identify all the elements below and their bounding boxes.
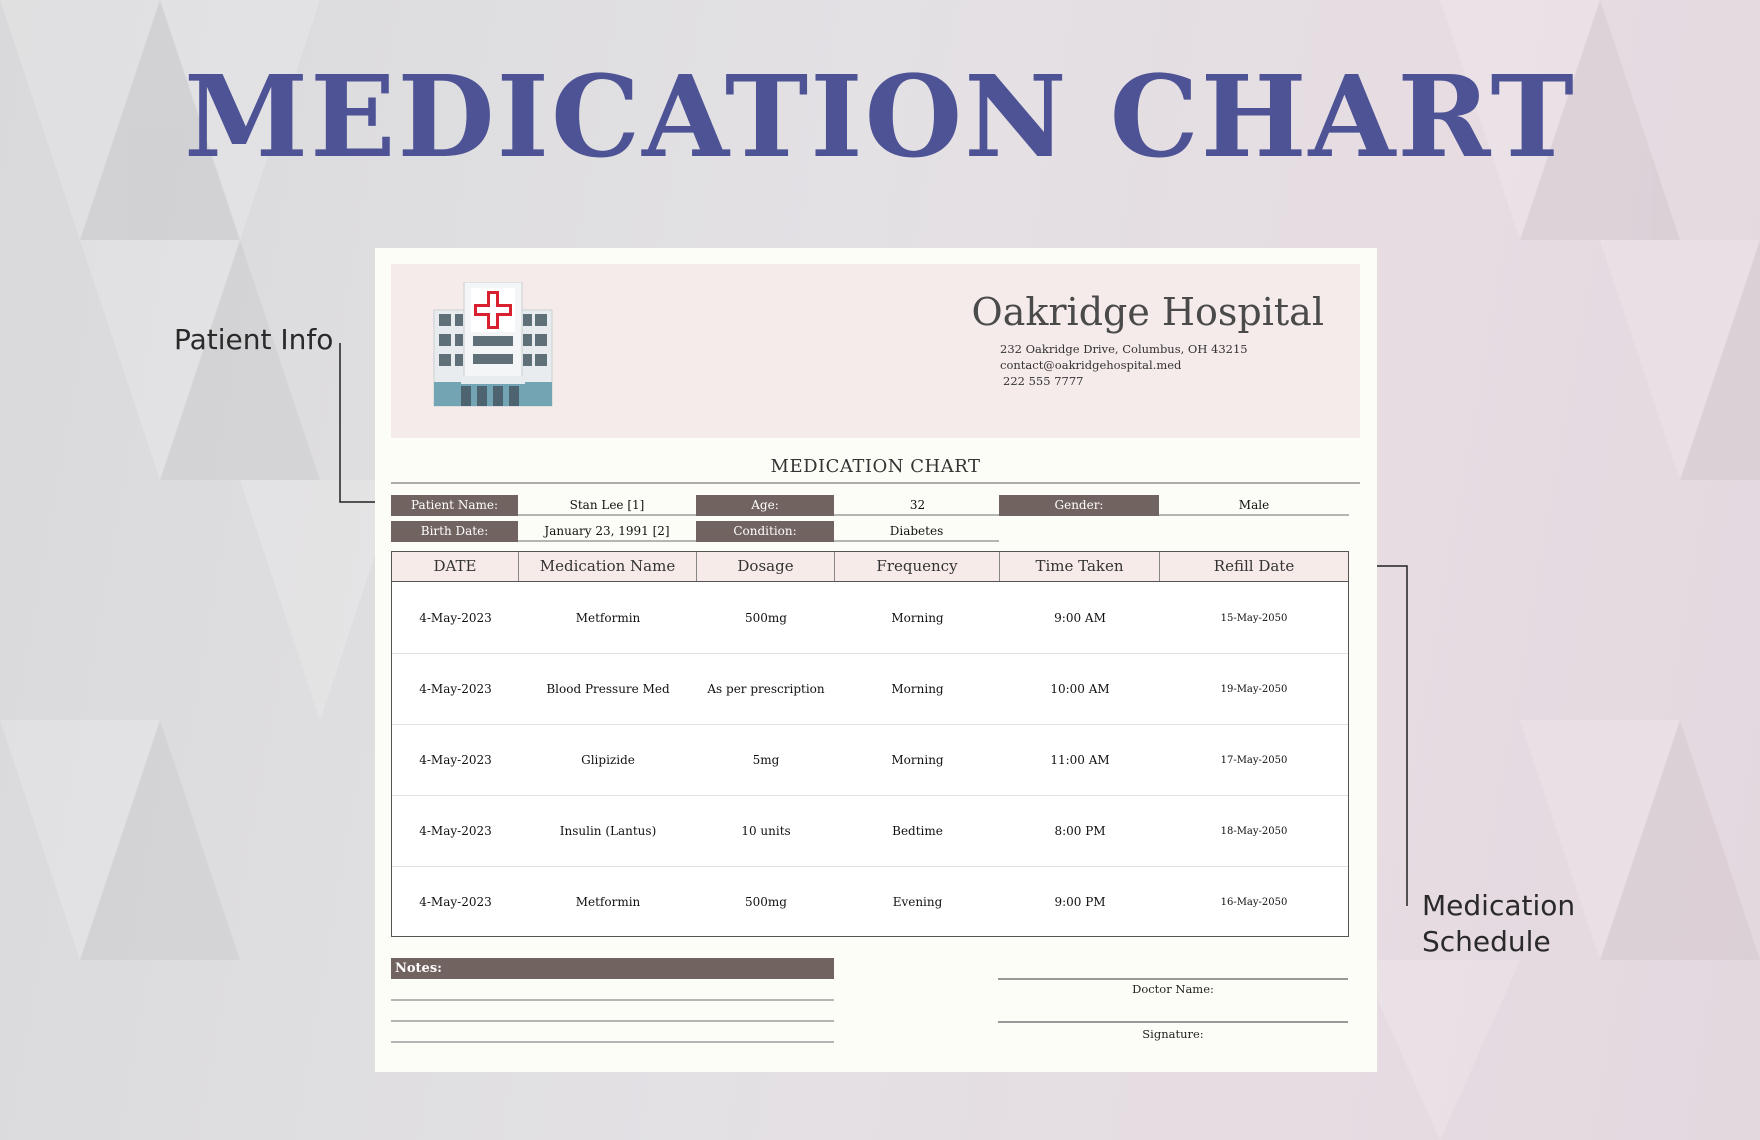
gender-label: Gender: [999,495,1159,516]
birth-date-label: Birth Date: [391,521,518,542]
doctor-name-label: Doctor Name: [1132,982,1214,996]
cell-dosage: 500mg [745,611,787,625]
cell-frequency: Morning [891,611,944,625]
condition-value: Diabetes [834,521,999,542]
cell-time-taken: 11:00 AM [1050,753,1110,767]
cell-date: 4-May-2023 [419,682,492,696]
banner-title: MEDICATION CHART [184,52,1576,183]
patient-name-value: Stan Lee [1] [518,495,696,516]
birth-date-value: January 23, 1991 [2] [518,521,696,542]
notes-label: Notes: [391,958,834,979]
notes-line [391,1041,834,1043]
document-title: MEDICATION CHART [770,456,981,477]
header-dosage: Dosage [697,552,835,581]
hospital-email: contact@oakridgehospital.med [1000,358,1182,372]
table-row: 4-May-2023 Metformin 500mg Evening 9:00 … [392,867,1348,938]
header-frequency: Frequency [835,552,1000,581]
table-row: 4-May-2023 Metformin 500mg Morning 9:00 … [392,583,1348,654]
patient-name-label: Patient Name: [391,495,518,516]
condition-label: Condition: [696,521,834,542]
cell-date: 4-May-2023 [419,753,492,767]
cell-frequency: Evening [892,895,943,909]
cell-medication: Glipizide [581,753,635,767]
table-row: 4-May-2023 Insulin (Lantus) 10 units Bed… [392,796,1348,867]
medication-chart-sheet: Oakridge Hospital 232 Oakridge Drive, Co… [375,248,1377,1072]
cell-refill-date: 19-May-2050 [1220,684,1288,695]
cell-frequency: Bedtime [892,824,943,838]
signature-line [998,1021,1348,1023]
title-divider [391,482,1360,484]
cell-dosage: As per prescription [707,682,825,696]
cell-medication: Metformin [575,895,641,909]
hospital-name: Oakridge Hospital [971,290,1324,334]
table-row: 4-May-2023 Blood Pressure Med As per pre… [392,654,1348,725]
age-value: 32 [834,495,1001,516]
cell-dosage: 5mg [752,753,780,767]
cell-dosage: 10 units [741,824,791,838]
notes-line [391,1020,834,1022]
cell-medication: Blood Pressure Med [546,682,670,696]
header-medication-name: Medication Name [519,552,697,581]
hospital-contact: 232 Oakridge Drive, Columbus, OH 43215 c… [1000,341,1248,389]
header-refill-date: Refill Date [1213,557,1295,575]
notes-line [391,999,834,1001]
table-header: DATE Medication Name Dosage Frequency Ti… [392,552,1348,582]
hospital-phone: 222 555 7777 [1003,374,1084,388]
cell-refill-date: 15-May-2050 [1220,613,1288,624]
cell-refill-date: 16-May-2050 [1220,897,1288,908]
cell-time-taken: 10:00 AM [1050,682,1110,696]
gender-value: Male [1159,495,1349,516]
cell-date: 4-May-2023 [419,824,492,838]
cell-refill-date: 17-May-2050 [1220,755,1288,766]
hospital-header: Oakridge Hospital 232 Oakridge Drive, Co… [391,264,1360,438]
callout-patient-info: Patient Info [174,323,334,356]
cell-time-taken: 9:00 PM [1054,895,1106,909]
cell-date: 4-May-2023 [419,611,492,625]
callout-medication-schedule: Medication Schedule [1422,889,1576,959]
cell-medication: Insulin (Lantus) [559,824,657,838]
hospital-building-icon [433,282,553,407]
cell-frequency: Morning [891,753,944,767]
cell-date: 4-May-2023 [419,895,492,909]
header-time-taken: Time Taken [1000,552,1160,581]
cell-time-taken: 9:00 AM [1054,611,1106,625]
cell-dosage: 500mg [745,895,787,909]
doctor-name-line [998,978,1348,980]
cell-frequency: Morning [891,682,944,696]
signature-label: Signature: [1142,1027,1204,1041]
medication-schedule-table: DATE Medication Name Dosage Frequency Ti… [391,551,1349,937]
cell-medication: Metformin [575,611,641,625]
cell-time-taken: 8:00 PM [1054,824,1106,838]
hospital-address: 232 Oakridge Drive, Columbus, OH 43215 [1000,342,1248,356]
age-label: Age: [696,495,834,516]
table-row: 4-May-2023 Glipizide 5mg Morning 11:00 A… [392,725,1348,796]
cell-refill-date: 18-May-2050 [1220,826,1288,837]
header-date: DATE [392,552,519,581]
